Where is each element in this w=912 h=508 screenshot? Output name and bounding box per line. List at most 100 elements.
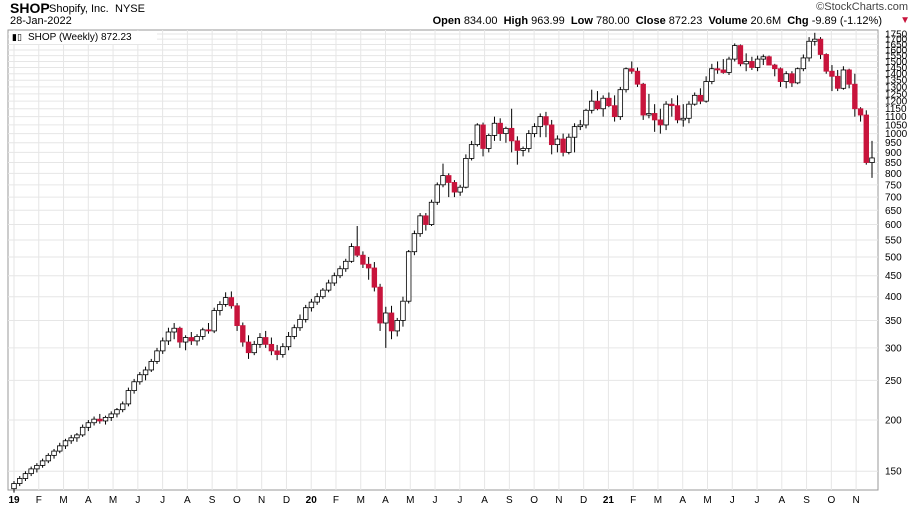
candle-body [806,40,812,59]
candle-body [651,113,658,121]
x-tick-label: J [135,495,140,506]
candle-body [697,94,704,102]
candle-body [646,113,652,116]
x-tick-label: F [333,495,339,506]
candle-body [108,413,114,418]
candle-body [754,58,761,68]
candle-body [171,327,177,333]
candle-body [863,114,869,163]
candle-body [794,68,801,84]
candle-body [383,312,389,324]
candle-body [583,109,589,126]
candle-body [463,158,469,188]
x-tick-label: J [433,495,438,506]
candle-body [400,300,406,321]
candle-body [348,246,355,262]
candle-body [852,83,858,110]
ohlc-summary: Open 834.00 High 963.99 Low 780.00 Close… [433,15,882,27]
y-tick-label: 1200 [885,97,908,108]
candle-body [566,136,572,153]
candle-body [165,331,172,342]
candle-body [411,233,418,253]
candle-body [160,340,166,352]
candle-body [205,329,212,332]
x-tick-label: S [803,495,810,506]
y-tick-label: 800 [885,169,902,180]
candle-body [79,426,86,436]
chg-label: Chg [787,15,809,27]
y-tick-label: 1350 [885,76,908,87]
candle-body [772,64,778,70]
candle-body [857,108,864,116]
candle-body [194,336,200,342]
y-tick-label: 1550 [885,51,908,62]
x-tick-label: D [580,495,587,506]
x-tick-label: 19 [8,495,20,506]
candle-body [251,343,257,354]
candle-body [240,325,246,343]
candlestick-icon: ▮▯ [12,33,22,43]
candle-body [200,329,206,337]
y-tick-label: 300 [885,343,902,354]
x-tick-label: M [59,495,67,506]
candle-body [182,337,189,343]
x-tick-label: F [630,495,636,506]
x-tick-label: M [109,495,117,506]
low-value: 780.00 [595,15,630,27]
candle-body [360,254,366,265]
y-tick-label: 1500 [885,57,908,68]
x-tick-label: N [258,495,265,506]
x-tick-label: J [160,495,165,506]
candle-body [491,122,498,136]
candle-body [554,138,561,146]
company-name: Shopify, Inc. [49,3,109,15]
candle-body [680,117,686,121]
candle-body [245,341,252,354]
y-tick-label: 850 [885,158,902,169]
open-value: 834.00 [463,15,498,27]
candle-body [222,297,229,305]
candle-body [657,119,664,126]
x-tick-label: O [530,495,538,506]
candle-body [691,94,698,105]
candle-body [623,68,629,91]
y-tick-label: 350 [885,316,902,327]
y-tick-label: 1100 [885,112,907,123]
y-tick-label: 1400 [885,69,908,80]
candle-body [148,361,154,371]
candle-body [102,417,109,422]
x-tick-label: M [703,495,711,506]
y-tick-label: 200 [885,416,902,427]
y-tick-label: 1700 [885,35,908,46]
candle-body [262,337,269,345]
candle-body [474,124,481,146]
brand-link[interactable]: ©StockCharts.com [816,1,908,13]
x-tick-label: N [555,495,562,506]
candle-body [343,260,349,270]
candle-body [388,312,395,332]
candle-body [68,437,74,442]
candle-body [428,201,435,225]
y-tick-label: 1300 [885,82,908,93]
candle-body [11,483,17,490]
candle-body [125,390,132,405]
candle-body [423,215,429,225]
candle-body [114,409,120,415]
x-tick-label: J [755,495,760,506]
candle-body [377,286,383,324]
y-tick-label: 600 [885,220,902,231]
candle-body [789,73,795,84]
candle-body [280,346,286,355]
candle-body [629,68,635,72]
x-tick-label: M [654,495,662,506]
y-tick-label: 1050 [885,120,908,131]
candle-body [74,434,80,439]
y-tick-label: 1650 [885,40,908,51]
x-tick-label: F [36,495,42,506]
candle-body [62,440,69,447]
candle-body [154,350,160,362]
x-tick-label: J [457,495,462,506]
candle-body [611,105,618,118]
candle-body [274,350,280,355]
y-tick-label: 150 [885,467,902,478]
